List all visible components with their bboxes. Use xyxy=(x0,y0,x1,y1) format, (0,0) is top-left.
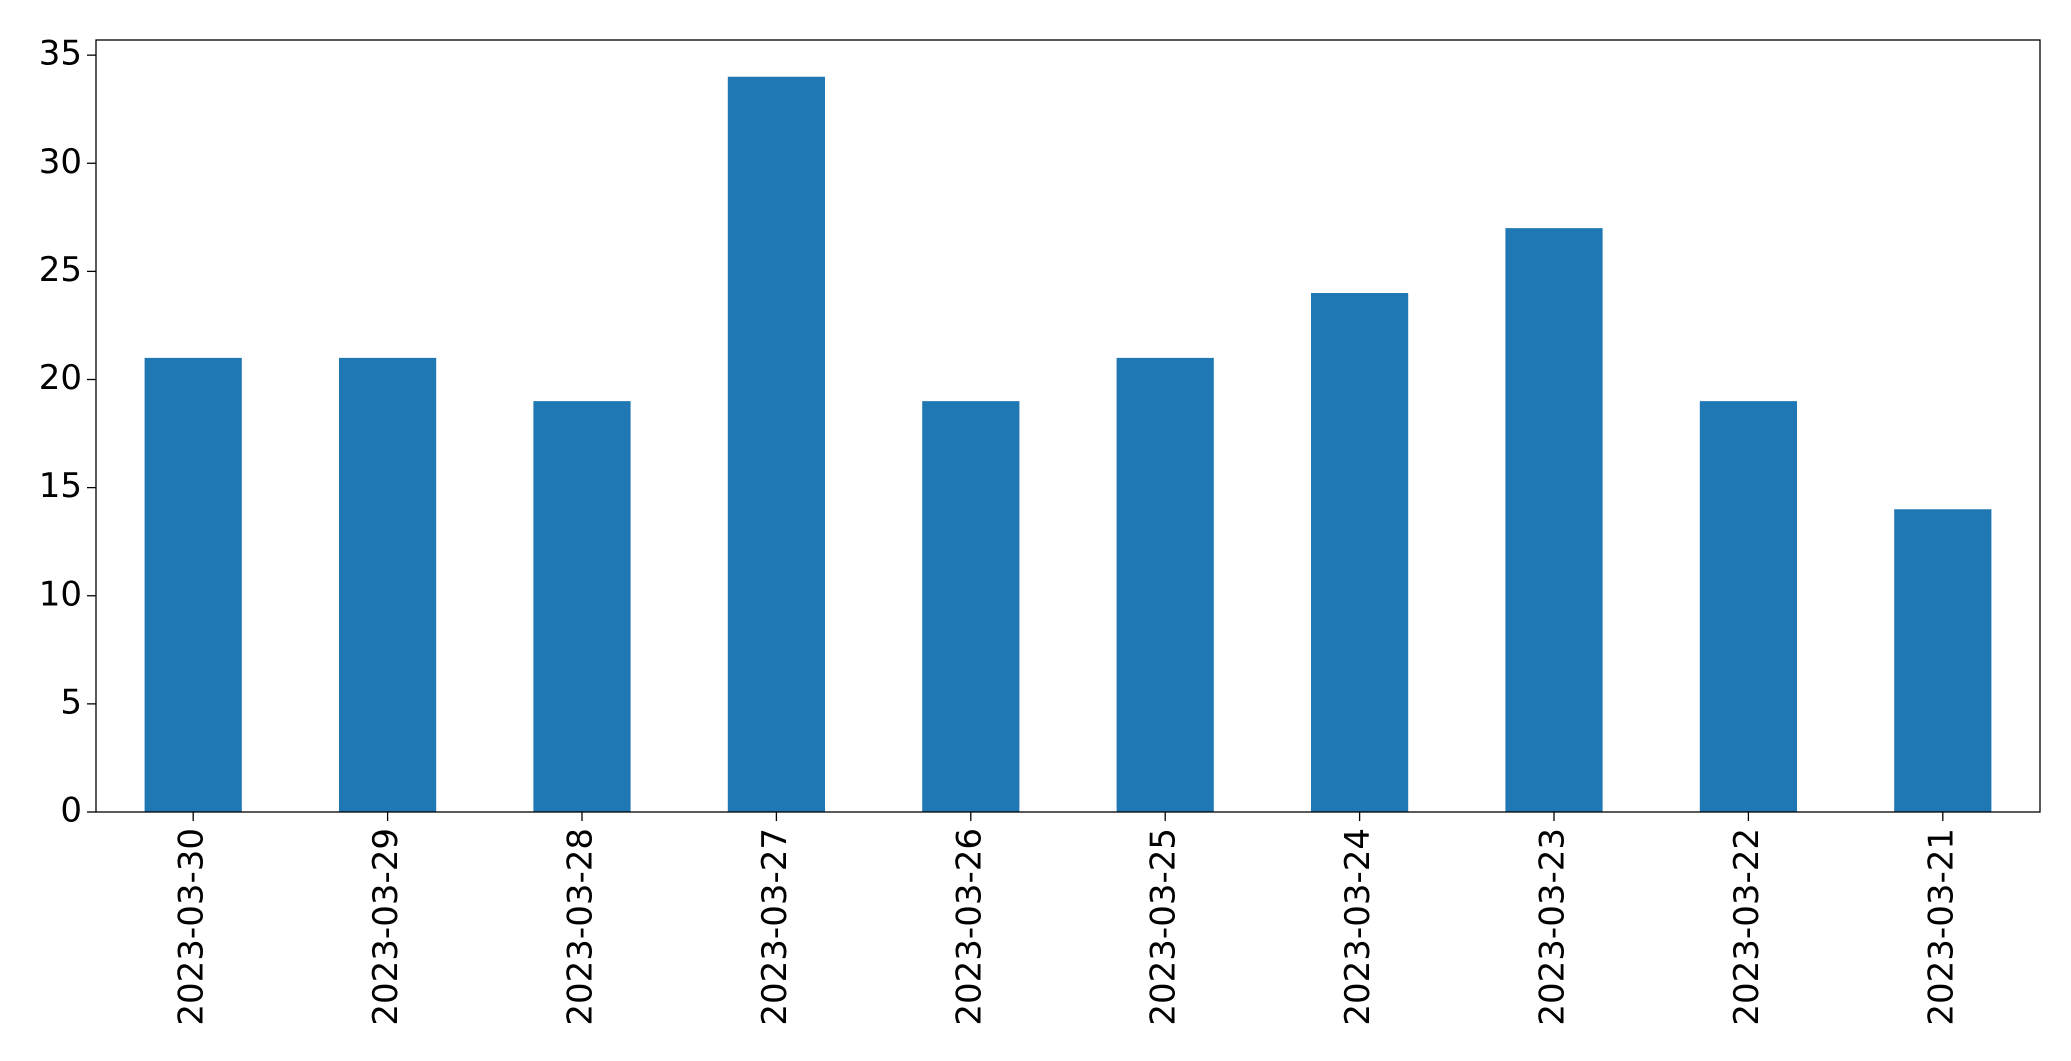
y-tick-label: 5 xyxy=(60,682,82,722)
bar xyxy=(1894,509,1992,812)
x-tick-label: 2023-03-28 xyxy=(561,828,601,1026)
y-tick-label: 20 xyxy=(39,358,82,398)
x-tick-label: 2023-03-24 xyxy=(1338,828,1378,1026)
bar xyxy=(533,401,631,812)
y-tick-label: 0 xyxy=(60,791,82,831)
x-tick-label: 2023-03-23 xyxy=(1533,828,1573,1026)
y-tick-label: 15 xyxy=(39,466,82,506)
bar xyxy=(1699,401,1797,812)
bar xyxy=(727,76,825,812)
bar xyxy=(1505,228,1603,812)
x-tick-label: 2023-03-22 xyxy=(1727,828,1767,1026)
y-tick-label: 35 xyxy=(39,34,82,74)
x-tick-label: 2023-03-25 xyxy=(1144,828,1184,1026)
x-tick-label: 2023-03-27 xyxy=(755,828,795,1026)
x-tick-label: 2023-03-29 xyxy=(366,828,406,1026)
bar xyxy=(922,401,1020,812)
plot-frame xyxy=(95,39,2041,813)
y-tick-label: 25 xyxy=(39,250,82,290)
x-tick-label: 2023-03-21 xyxy=(1921,828,1961,1026)
bar xyxy=(1311,293,1409,812)
bar xyxy=(339,357,437,812)
x-tick-label: 2023-03-30 xyxy=(172,828,212,1026)
x-tick-label: 2023-03-26 xyxy=(949,828,989,1026)
bar xyxy=(144,357,242,812)
y-tick-label: 30 xyxy=(39,142,82,182)
bar xyxy=(1116,357,1214,812)
y-tick-label: 10 xyxy=(39,574,82,614)
